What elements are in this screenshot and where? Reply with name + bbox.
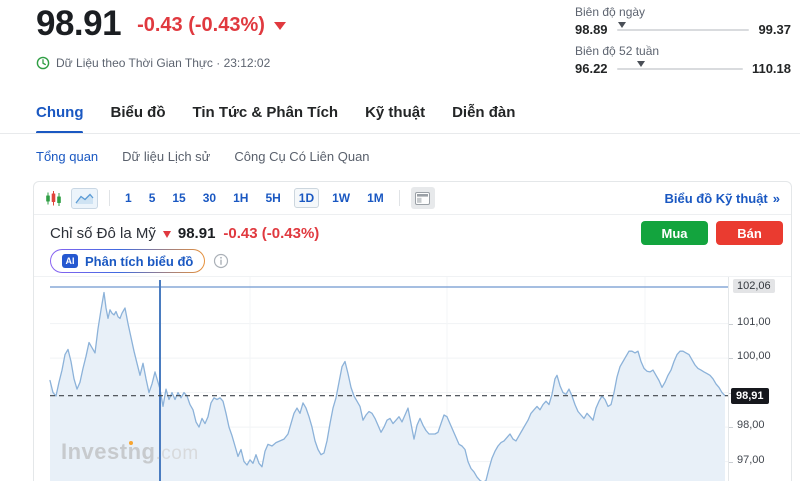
sub-tabs: Tổng quan Dữ liệu Lịch sử Công Cụ Có Liê…: [36, 149, 370, 164]
y-axis-panel: 102,06 101,00 100,00 98,91 98,00 97,00: [728, 277, 791, 481]
chart-toolbar: 1 5 15 30 1H 5H 1D 1W 1M Biểu đồ Kỹ thuậ…: [34, 182, 791, 215]
week52-range-track: [616, 60, 743, 70]
timeframe-1h[interactable]: 1H: [233, 191, 249, 205]
chart-title-row: Chỉ số Đô la Mỹ 98.91 -0.43 (-0.43%) Mua…: [50, 221, 783, 245]
price-chart-canvas[interactable]: Investng.com 102,06 101,00 100,00 98,91 98,0…: [34, 276, 791, 481]
week52-range-row: 96.22 110.18: [575, 60, 791, 76]
y-axis-label: 97,00: [737, 454, 765, 466]
ai-analyze-button[interactable]: AI Phân tích biểu đồ: [50, 249, 206, 273]
candlestick-chart-icon[interactable]: [45, 190, 62, 207]
subtab-du-lieu-lich-su[interactable]: Dữ liệu Lịch sử: [122, 149, 211, 164]
tab-dien-dan[interactable]: Diễn đàn: [452, 104, 516, 121]
day-range-row: 98.89 99.37: [575, 21, 791, 37]
main-tabs: Chung Biểu đồ Tin Tức & Phân Tích Kỹ thu…: [36, 104, 515, 134]
subtab-cong-cu[interactable]: Công Cụ Có Liên Quan: [234, 149, 370, 164]
tab-ky-thuat[interactable]: Kỹ thuật: [365, 104, 426, 121]
news-panel-icon[interactable]: [410, 187, 435, 209]
y-axis-label: 101,00: [737, 316, 771, 328]
week52-range-label: Biên độ 52 tuần: [575, 44, 660, 58]
toolbar-separator: [398, 190, 400, 206]
week52-range-marker: [636, 60, 645, 71]
timeframe-1w[interactable]: 1W: [332, 191, 351, 205]
price-change: -0.43 (-0.43%): [137, 14, 265, 36]
realtime-text: Dữ Liệu theo Thời Gian Thực · 23:12:02: [56, 56, 271, 70]
double-chevron-right-icon: »: [772, 190, 780, 206]
tab-tin-tuc[interactable]: Tin Tức & Phân Tích: [192, 104, 339, 121]
tab-chung[interactable]: Chung: [36, 104, 84, 134]
last-price: 98.91: [36, 4, 122, 43]
day-range-marker: [618, 21, 627, 32]
toolbar-separator: [109, 190, 110, 206]
y-axis-tick: [729, 358, 733, 359]
arrow-down-red-icon: [162, 230, 171, 238]
buy-button[interactable]: Mua: [641, 221, 708, 245]
instrument-change: -0.43 (-0.43%): [223, 224, 320, 242]
ai-row: AI Phân tích biểu đồ: [50, 249, 229, 273]
y-axis-label: 98,00: [737, 419, 765, 431]
week52-range-low: 96.22: [575, 61, 608, 76]
timeframe-15[interactable]: 15: [172, 191, 186, 205]
day-range-high: 99.37: [758, 22, 791, 37]
timeframe-1d[interactable]: 1D: [293, 188, 320, 208]
chart-widget: 1 5 15 30 1H 5H 1D 1W 1M Biểu đồ Kỹ thuậ…: [33, 181, 792, 481]
price-header: 98.91 -0.43 (-0.43%): [36, 4, 286, 43]
ranges-panel: Biên độ ngày 98.89 99.37 Biên độ 52 tuần…: [575, 5, 791, 83]
week52-range-high: 110.18: [751, 61, 791, 76]
y-axis-tick: [729, 462, 733, 463]
instrument-price: 98.91: [177, 224, 216, 242]
technical-chart-link[interactable]: Biểu đồ Kỹ thuật »: [664, 190, 780, 206]
timeframe-1[interactable]: 1: [125, 191, 132, 205]
y-axis-label: 102,06: [733, 279, 775, 293]
investing-watermark: Investng.com: [61, 439, 199, 464]
ai-analyze-label: Phân tích biểu đồ: [85, 253, 194, 269]
current-price-label: 98,91: [731, 388, 769, 404]
timeframe-5[interactable]: 5: [148, 191, 156, 205]
timeframe-5h[interactable]: 5H: [265, 191, 281, 205]
area-chart-icon[interactable]: [71, 187, 98, 209]
instrument-name: Chỉ số Đô la Mỹ: [50, 224, 156, 242]
info-icon[interactable]: [213, 253, 229, 269]
day-range-label: Biên độ ngày: [575, 5, 646, 19]
y-axis-label: 100,00: [737, 350, 771, 362]
y-axis-tick: [729, 427, 733, 428]
tabs-divider: [0, 133, 800, 134]
day-range-low: 98.89: [575, 22, 608, 37]
y-axis-tick: [729, 324, 733, 325]
day-range-track: [616, 21, 750, 31]
price-change-wrap[interactable]: -0.43 (-0.43%): [137, 14, 286, 37]
triangle-down-icon: [273, 21, 286, 30]
ai-badge-icon: AI: [62, 254, 78, 268]
price-area-svg: [49, 277, 728, 481]
clock-icon: [36, 56, 50, 70]
timeframe-1m[interactable]: 1M: [367, 191, 384, 205]
subtab-tong-quan[interactable]: Tổng quan: [36, 149, 99, 164]
timeframe-30[interactable]: 30: [202, 191, 217, 205]
sell-button[interactable]: Bán: [716, 221, 783, 245]
realtime-status: Dữ Liệu theo Thời Gian Thực · 23:12:02: [36, 56, 270, 70]
tab-bieu-do[interactable]: Biểu đồ: [110, 104, 166, 121]
